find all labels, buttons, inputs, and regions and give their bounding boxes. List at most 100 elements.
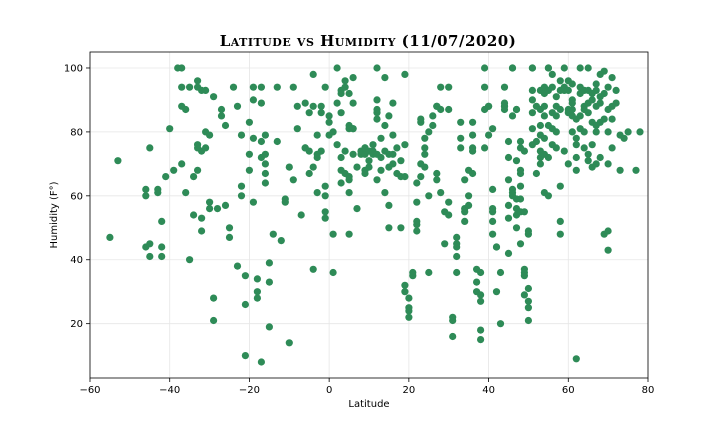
data-point xyxy=(401,173,409,181)
data-point xyxy=(337,179,345,187)
data-point xyxy=(186,256,194,264)
data-point xyxy=(261,169,269,178)
data-point xyxy=(273,83,281,91)
data-point xyxy=(477,336,485,344)
y-tick-label: 100 xyxy=(64,63,83,74)
data-point xyxy=(321,208,329,216)
data-point xyxy=(465,192,473,200)
data-point xyxy=(572,141,580,149)
data-point xyxy=(544,153,553,162)
data-point xyxy=(241,352,249,360)
data-point xyxy=(257,137,265,146)
data-point xyxy=(504,214,513,222)
data-point xyxy=(453,233,461,241)
data-point xyxy=(588,141,596,149)
data-point xyxy=(265,278,273,286)
data-point xyxy=(516,195,525,203)
data-point xyxy=(409,268,417,277)
data-point xyxy=(568,105,576,114)
data-point xyxy=(524,316,533,325)
data-point xyxy=(465,201,473,209)
data-point xyxy=(341,147,349,155)
data-point xyxy=(616,166,624,174)
data-point xyxy=(309,102,317,110)
data-point xyxy=(309,265,317,273)
data-point xyxy=(365,163,373,171)
data-point xyxy=(584,64,592,72)
data-point xyxy=(281,195,289,203)
data-point xyxy=(508,112,517,120)
data-point xyxy=(321,83,329,91)
data-point xyxy=(381,189,389,197)
data-point xyxy=(210,316,218,325)
data-point xyxy=(297,211,305,219)
data-point xyxy=(453,252,461,261)
data-point xyxy=(182,105,190,114)
data-point xyxy=(166,125,174,133)
data-point xyxy=(301,99,309,107)
data-point xyxy=(313,189,321,197)
data-point xyxy=(146,240,154,248)
data-point xyxy=(584,109,592,117)
data-point xyxy=(385,224,393,232)
data-point xyxy=(445,105,453,114)
data-point xyxy=(556,230,564,238)
data-point xyxy=(604,128,612,136)
data-point xyxy=(445,211,453,219)
data-point xyxy=(317,109,325,117)
data-point xyxy=(146,252,154,261)
data-point xyxy=(457,118,465,126)
data-point xyxy=(552,93,560,101)
data-point xyxy=(568,99,576,107)
data-point xyxy=(158,243,166,251)
data-point xyxy=(321,182,329,190)
data-point xyxy=(504,153,513,162)
data-point xyxy=(425,128,433,136)
data-point xyxy=(608,144,616,152)
data-point xyxy=(520,208,529,216)
data-point xyxy=(540,134,549,142)
data-point xyxy=(321,192,329,200)
y-tick-label: 40 xyxy=(70,255,83,266)
data-point xyxy=(401,70,409,78)
data-point xyxy=(206,205,214,213)
data-point xyxy=(257,358,265,366)
data-point xyxy=(552,112,560,120)
data-point xyxy=(377,153,385,162)
data-point xyxy=(249,134,257,142)
data-point xyxy=(269,230,277,238)
data-point xyxy=(305,147,313,155)
data-point xyxy=(389,99,397,107)
data-point xyxy=(261,131,269,139)
data-point xyxy=(425,268,433,277)
data-point xyxy=(560,64,568,72)
data-point xyxy=(489,205,497,213)
data-point xyxy=(564,86,572,94)
data-point xyxy=(190,211,198,219)
data-point xyxy=(500,105,509,114)
data-point xyxy=(524,227,533,235)
x-tick-label: 0 xyxy=(326,385,332,396)
data-point xyxy=(528,96,537,104)
data-point xyxy=(544,64,553,72)
data-point xyxy=(489,217,497,225)
data-point xyxy=(158,252,166,261)
data-point xyxy=(457,134,465,142)
data-point xyxy=(182,189,190,197)
data-point xyxy=(190,173,198,181)
data-point xyxy=(229,83,238,91)
data-point xyxy=(473,278,481,286)
data-point xyxy=(457,144,465,152)
data-point xyxy=(592,128,600,136)
data-point xyxy=(309,163,317,171)
data-point xyxy=(413,227,421,235)
data-point xyxy=(417,115,425,123)
data-point xyxy=(489,230,497,238)
data-point xyxy=(556,105,564,114)
data-point xyxy=(405,313,413,321)
data-point xyxy=(249,96,257,104)
data-point xyxy=(548,70,556,78)
data-point xyxy=(477,297,485,305)
x-axis-label: Latitude xyxy=(348,399,389,410)
data-point xyxy=(481,64,489,72)
